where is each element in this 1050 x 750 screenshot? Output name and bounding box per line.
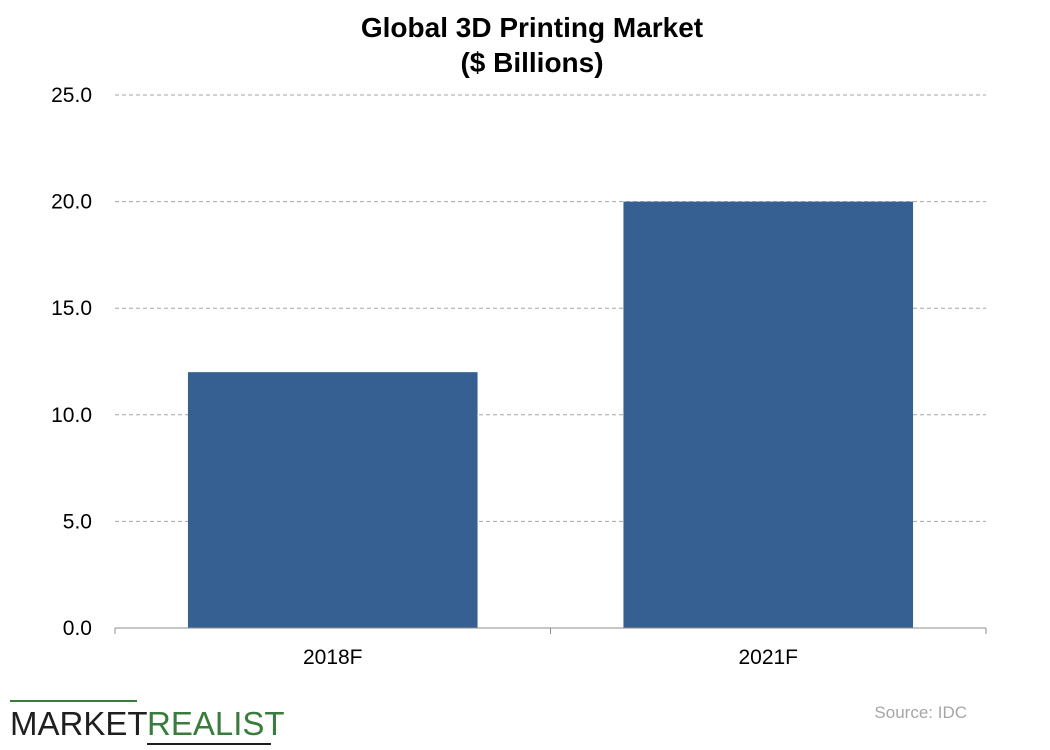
logo-word-realist: REALIST bbox=[147, 705, 285, 742]
y-tick-label: 20.0 bbox=[51, 191, 92, 214]
x-axis bbox=[114, 627, 987, 634]
x-tick-labels: 2018F 2021F bbox=[303, 646, 798, 669]
y-tick-label: 15.0 bbox=[51, 297, 92, 320]
y-tick-labels: 0.0 5.0 10.0 15.0 20.0 25.0 bbox=[51, 84, 92, 640]
bars bbox=[187, 201, 914, 628]
x-tick-label: 2021F bbox=[738, 646, 798, 669]
bar-2021f bbox=[623, 201, 914, 628]
grid-lines bbox=[115, 94, 986, 522]
y-tick-label: 5.0 bbox=[63, 510, 92, 533]
bar-2018f bbox=[187, 372, 478, 628]
logo-word-market: MARKET bbox=[10, 705, 148, 742]
source-label: Source: IDC bbox=[874, 703, 967, 722]
chart-subtitle: ($ Billions) bbox=[460, 47, 603, 78]
y-tick-label: 25.0 bbox=[51, 84, 92, 107]
y-tick-label: 10.0 bbox=[51, 404, 92, 427]
y-tick-label: 0.0 bbox=[63, 617, 92, 640]
x-tick-label: 2018F bbox=[303, 646, 363, 669]
market-realist-logo: MARKET REALIST bbox=[10, 700, 285, 745]
chart-title: Global 3D Printing Market bbox=[361, 12, 703, 43]
